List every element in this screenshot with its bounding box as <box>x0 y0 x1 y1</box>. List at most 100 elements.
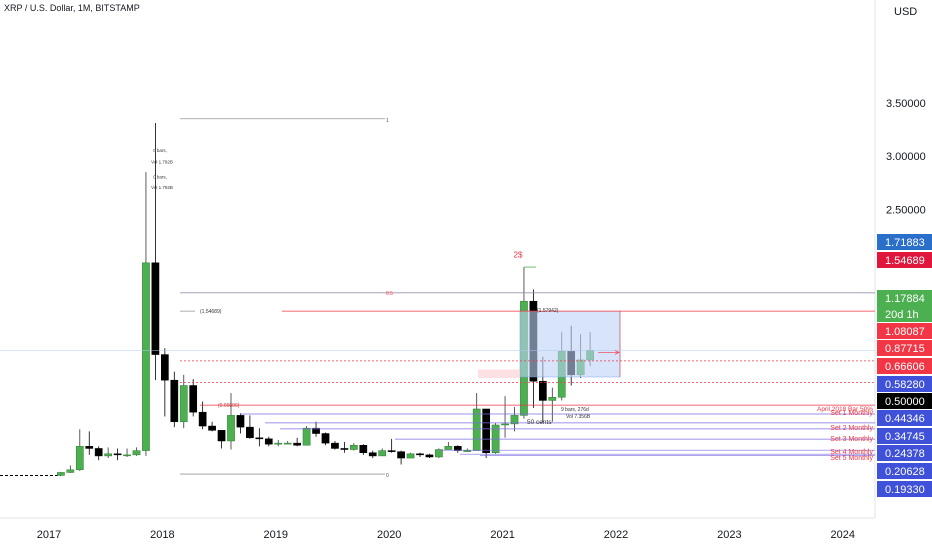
price-tag-label: 0.20628 <box>885 466 925 478</box>
price-tag-bg <box>877 290 932 306</box>
x-tick-label: 2024 <box>831 529 855 541</box>
candle-body-2021-02 <box>501 423 509 426</box>
price-tag-label: 0.87715 <box>885 343 925 355</box>
price-tag-label: 20d 1h <box>885 309 919 321</box>
candle-body-2018-10 <box>236 415 245 428</box>
price-tag-label: 0.58280 <box>885 379 925 391</box>
april-bar-label: April 2018 Bar 50% <box>817 406 873 413</box>
candle-body-2017-04 <box>66 469 75 473</box>
candle-body-2020-02 <box>387 450 396 452</box>
x-axis: 2017 2018 2019 2020 2021 2022 2023 2024 <box>37 529 855 541</box>
price-tag-bg <box>877 445 932 461</box>
candle-body-2017-06 <box>85 446 94 449</box>
y-tick-label: 3.50000 <box>886 98 926 110</box>
candle-body-2017-07 <box>94 448 103 457</box>
price-tag-label: 1.54689 <box>885 255 925 267</box>
set5-label: Set 5 Monthly <box>830 455 873 462</box>
candle-body-2018-11 <box>246 426 254 439</box>
set1-label: Set 1 Monthly <box>830 410 873 417</box>
candle-body-2019-08 <box>331 442 339 449</box>
price-tag-label: 0.50000 <box>885 396 925 408</box>
price-tag-bg <box>877 376 932 392</box>
level-left-text: (1.54689) <box>200 309 222 315</box>
fifty-cents-text: 50 cents <box>527 419 552 426</box>
candle-body-2020-03 <box>397 451 405 459</box>
chart-title: XRP / U.S. Dollar, 1M, BITSTAMP <box>4 3 140 13</box>
price-tag-bg <box>877 428 932 444</box>
candle-body-2018-09 <box>227 415 235 442</box>
candle-body-2018-04 <box>179 385 188 423</box>
x-tick-label: 2021 <box>490 529 514 541</box>
candle-body-2017-03 <box>57 472 65 476</box>
price-tag-label: 0.66606 <box>885 361 925 373</box>
candle-body-2017-10 <box>123 454 131 457</box>
candle-body-2017-11 <box>132 450 141 456</box>
y-tick-label: 2.50000 <box>886 204 926 216</box>
price-tag-label: 0.19330 <box>885 484 925 496</box>
candle-body-2017-08 <box>104 453 113 457</box>
fib-bottom-label: 0 <box>386 473 389 479</box>
price-tag-label: 0.34745 <box>885 431 925 443</box>
x-tick-label: 2019 <box>264 529 288 541</box>
price-tag-label: 0.24378 <box>885 448 925 460</box>
candle-body-2018-12 <box>255 437 264 440</box>
price-tags: 1.71883 1.54689 1.17884 20d 1h 1.08087 0.8771… <box>877 234 932 497</box>
candle-body-2019-11 <box>359 445 368 453</box>
vol2-text: Vol 1.792B <box>151 185 173 190</box>
candle-body-2019-07 <box>321 433 330 444</box>
candle-body-2018-08 <box>217 430 226 442</box>
candle-body-2020-10 <box>463 450 472 452</box>
candle-body-2019-06 <box>312 427 320 434</box>
price-tag-bg <box>877 234 932 250</box>
price-tag-bg <box>877 340 932 356</box>
bars2-text: 0 bars, <box>153 175 167 180</box>
candle-body-2017-12 <box>142 262 150 451</box>
candle-body-2018-05 <box>189 385 198 413</box>
pink-zone <box>478 369 520 379</box>
price-tag-bg <box>877 306 932 322</box>
vol3-text: Vol 7.356B <box>566 414 591 420</box>
x-tick-label: 2018 <box>150 529 174 541</box>
price-tag-bg <box>877 323 932 339</box>
candle-body-2019-03 <box>283 442 292 445</box>
x-tick-label: 2022 <box>604 529 628 541</box>
candle-body-2020-09 <box>453 446 462 451</box>
candle-body-2019-01 <box>264 438 273 445</box>
annotations: 1 0.5 0 (1.54689) (0.66606) April 2018 Bar 50… <box>0 118 875 479</box>
candle-body-2019-04 <box>293 442 301 446</box>
candle-body-2020-05 <box>416 453 424 456</box>
candle-body-2018-03 <box>170 379 179 423</box>
price-tag-label: 0.44346 <box>885 413 925 425</box>
candle-body-2020-11 <box>472 408 481 451</box>
candle-body-2017-05 <box>75 446 84 471</box>
price-tag-bg <box>877 252 932 268</box>
price-tag-bg <box>877 393 932 409</box>
fib-half-label: 0.5 <box>386 291 393 297</box>
candle-body-2020-04 <box>406 453 415 459</box>
candle-body-2019-12 <box>368 452 377 457</box>
set4-label: Set 4 Monthly <box>830 449 873 456</box>
candle-body-2019-02 <box>274 442 283 445</box>
candle-body-2020-06 <box>425 454 434 458</box>
price-tag-label: 1.71883 <box>885 237 925 249</box>
vol1-text: Vol 1.792B <box>151 160 173 165</box>
x-tick-label: 2023 <box>717 529 741 541</box>
top-dollar-text: 2$ <box>514 250 523 259</box>
price-tag-bg <box>877 481 932 497</box>
price-tag-bg <box>877 358 932 374</box>
candle-body-2020-01 <box>378 450 387 457</box>
range-label: (1.57942) <box>537 308 559 314</box>
price-tag-label: 1.08087 <box>885 326 925 338</box>
set2-label: Set 2 Monthly <box>830 425 873 432</box>
box-arrow-head <box>614 350 620 355</box>
candle-body-2017-09 <box>113 453 122 456</box>
currency-label: USD <box>894 6 918 18</box>
candle-body-2021-07 <box>548 396 557 401</box>
candle-body-2019-05 <box>302 427 311 446</box>
candle-body-2018-02 <box>161 354 169 381</box>
bars1-text: 0 bars, <box>153 148 167 153</box>
candle-body-2018-07 <box>208 425 216 431</box>
candle-body-2019-09 <box>340 448 349 450</box>
fib-top-label: 1 <box>386 118 389 124</box>
